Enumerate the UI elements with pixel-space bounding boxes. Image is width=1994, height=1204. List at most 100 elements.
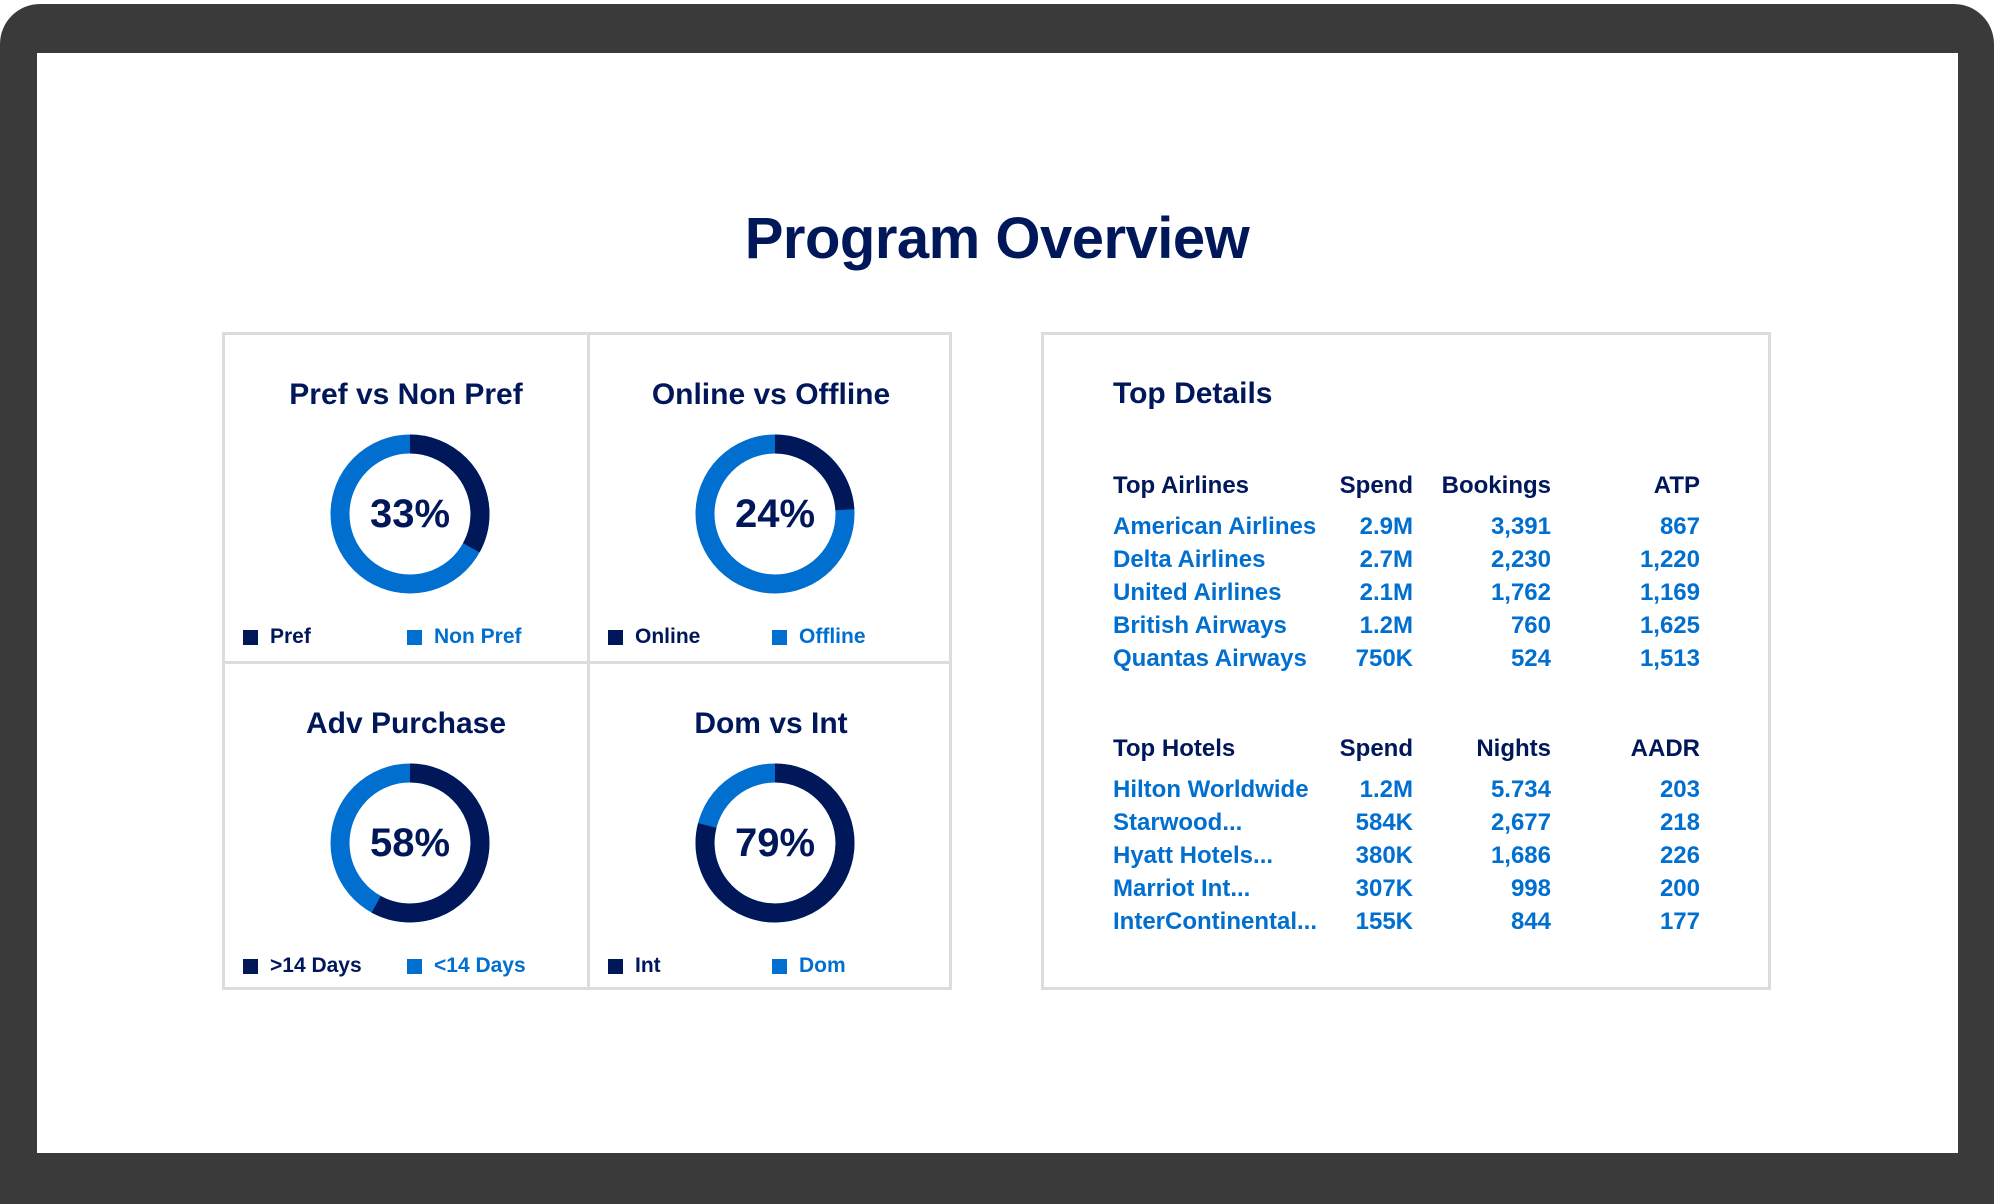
donut-dark-arc bbox=[695, 434, 855, 594]
row-name-link[interactable]: InterContinental... bbox=[1113, 908, 1317, 935]
cell-value: 1,169 bbox=[1639, 579, 1700, 606]
donut-dark-arc bbox=[330, 763, 490, 923]
cell-value: 307K bbox=[1355, 875, 1413, 902]
legend-label: Offline bbox=[799, 625, 866, 648]
column-header: AADR bbox=[1630, 735, 1700, 762]
table-row[interactable]: Quantas Airways 750K 524 1,513 bbox=[1113, 645, 1700, 678]
cell-value: 200 bbox=[1659, 875, 1700, 902]
row-name-link[interactable]: Starwood... bbox=[1113, 809, 1243, 836]
cell-value: 867 bbox=[1659, 513, 1700, 540]
donut-dark-arc bbox=[695, 763, 855, 923]
cell-value: 2.7M bbox=[1359, 546, 1413, 573]
legend-swatch-icon bbox=[608, 958, 623, 974]
cell-value: 1,762 bbox=[1490, 579, 1551, 606]
cell-value: 584K bbox=[1355, 809, 1413, 836]
cell-value: 998 bbox=[1510, 875, 1551, 902]
legend-dark: Pref bbox=[243, 625, 311, 649]
cell-value: 1,625 bbox=[1639, 612, 1700, 639]
table-row[interactable]: InterContinental... 155K 844 177 bbox=[1113, 908, 1700, 941]
table-header: Top Hotels Spend Nights AADR bbox=[1113, 735, 1700, 768]
donut-chart bbox=[330, 434, 490, 594]
donut-card: Pref vs Non Pref 33% Pref Non Pref bbox=[225, 335, 590, 664]
cell-value: 177 bbox=[1659, 908, 1700, 935]
row-name-link[interactable]: American Airlines bbox=[1113, 513, 1317, 540]
legend-swatch-icon bbox=[243, 629, 258, 645]
cell-value: 155K bbox=[1355, 908, 1413, 935]
donut-card: Dom vs Int 79% Int Dom bbox=[590, 664, 952, 990]
row-name-link[interactable]: Hyatt Hotels... bbox=[1113, 842, 1274, 869]
donut-percent: 24% bbox=[734, 492, 816, 536]
donut-title: Online vs Offline bbox=[651, 378, 891, 411]
column-header: Nights bbox=[1476, 735, 1551, 762]
row-name-link[interactable]: Marriot Int... bbox=[1113, 875, 1251, 902]
legend-dark: >14 Days bbox=[243, 954, 362, 978]
donut-chart bbox=[695, 763, 855, 923]
donut-grid: Pref vs Non Pref 33% Pref Non Pref Onlin… bbox=[222, 332, 952, 990]
cell-value: 5.734 bbox=[1490, 776, 1551, 803]
cell-value: 1,220 bbox=[1639, 546, 1700, 573]
donut-percent: 58% bbox=[369, 821, 451, 865]
row-name-link[interactable]: British Airways bbox=[1113, 612, 1287, 639]
screen bbox=[37, 53, 1958, 1153]
legend-label: Non Pref bbox=[434, 625, 522, 648]
legend-label: Pref bbox=[270, 625, 311, 648]
table-row[interactable]: Hilton Worldwide 1.2M 5.734 203 bbox=[1113, 776, 1700, 809]
table-row[interactable]: United Airlines 2.1M 1,762 1,169 bbox=[1113, 579, 1700, 612]
cell-value: 750K bbox=[1355, 645, 1413, 672]
table-row[interactable]: Marriot Int... 307K 998 200 bbox=[1113, 875, 1700, 908]
cell-value: 2,677 bbox=[1490, 809, 1551, 836]
column-header: Spend bbox=[1339, 735, 1413, 762]
cell-value: 1.2M bbox=[1359, 612, 1413, 639]
legend-swatch-icon bbox=[407, 958, 422, 974]
column-header: Top Hotels bbox=[1113, 735, 1236, 762]
legend-label: Online bbox=[635, 625, 701, 648]
donut-chart bbox=[695, 434, 855, 594]
details-title: Top Details bbox=[1113, 377, 1273, 410]
donut-dark-arc bbox=[330, 434, 490, 594]
row-name-link[interactable]: Delta Airlines bbox=[1113, 546, 1266, 573]
table-row[interactable]: British Airways 1.2M 760 1,625 bbox=[1113, 612, 1700, 645]
row-name-link[interactable]: Quantas Airways bbox=[1113, 645, 1307, 672]
donut-title: Adv Purchase bbox=[305, 707, 507, 740]
cell-value: 218 bbox=[1659, 809, 1700, 836]
cell-value: 1,686 bbox=[1490, 842, 1551, 869]
cell-value: 844 bbox=[1510, 908, 1551, 935]
top-details-card: Top Details Top Airlines Spend Bookings ATP… bbox=[1041, 332, 1771, 990]
table-row[interactable]: Delta Airlines 2.7M 2,230 1,220 bbox=[1113, 546, 1700, 579]
legend-label: <14 Days bbox=[434, 954, 526, 977]
legend-light: Dom bbox=[772, 954, 846, 978]
donut-title: Pref vs Non Pref bbox=[289, 378, 523, 411]
table-row[interactable]: American Airlines 2.9M 3,391 867 bbox=[1113, 513, 1700, 546]
donut-percent: 79% bbox=[734, 821, 816, 865]
legend-light: Offline bbox=[772, 625, 866, 649]
donut-percent: 33% bbox=[369, 492, 451, 536]
cell-value: 524 bbox=[1510, 645, 1551, 672]
cell-value: 3,391 bbox=[1490, 513, 1551, 540]
legend-dark: Online bbox=[608, 625, 700, 649]
cell-value: 203 bbox=[1659, 776, 1700, 803]
cell-value: 1,513 bbox=[1639, 645, 1700, 672]
cell-value: 2.9M bbox=[1359, 513, 1413, 540]
legend-swatch-icon bbox=[407, 629, 422, 645]
airlines-table: Top Airlines Spend Bookings ATP American Air… bbox=[1113, 472, 1700, 678]
hotels-table: Top Hotels Spend Nights AADR Hilton Worldwid… bbox=[1113, 735, 1700, 941]
donut-title: Dom vs Int bbox=[694, 707, 848, 740]
table-row[interactable]: Starwood... 584K 2,677 218 bbox=[1113, 809, 1700, 842]
cell-value: 760 bbox=[1510, 612, 1551, 639]
row-name-link[interactable]: United Airlines bbox=[1113, 579, 1282, 606]
legend-light: Non Pref bbox=[407, 625, 522, 649]
legend-dark: Int bbox=[608, 954, 661, 978]
legend-label: Dom bbox=[799, 954, 846, 977]
cell-value: 2.1M bbox=[1359, 579, 1413, 606]
legend-swatch-icon bbox=[772, 958, 787, 974]
legend-swatch-icon bbox=[243, 958, 258, 974]
legend-label: >14 Days bbox=[270, 954, 362, 977]
legend-swatch-icon bbox=[772, 629, 787, 645]
donut-chart bbox=[330, 763, 490, 923]
column-header: ATP bbox=[1653, 472, 1700, 499]
column-header: Bookings bbox=[1441, 472, 1551, 499]
table-row[interactable]: Hyatt Hotels... 380K 1,686 226 bbox=[1113, 842, 1700, 875]
donut-card: Online vs Offline 24% Online Offline bbox=[590, 335, 952, 664]
row-name-link[interactable]: Hilton Worldwide bbox=[1113, 776, 1309, 803]
cell-value: 380K bbox=[1355, 842, 1413, 869]
